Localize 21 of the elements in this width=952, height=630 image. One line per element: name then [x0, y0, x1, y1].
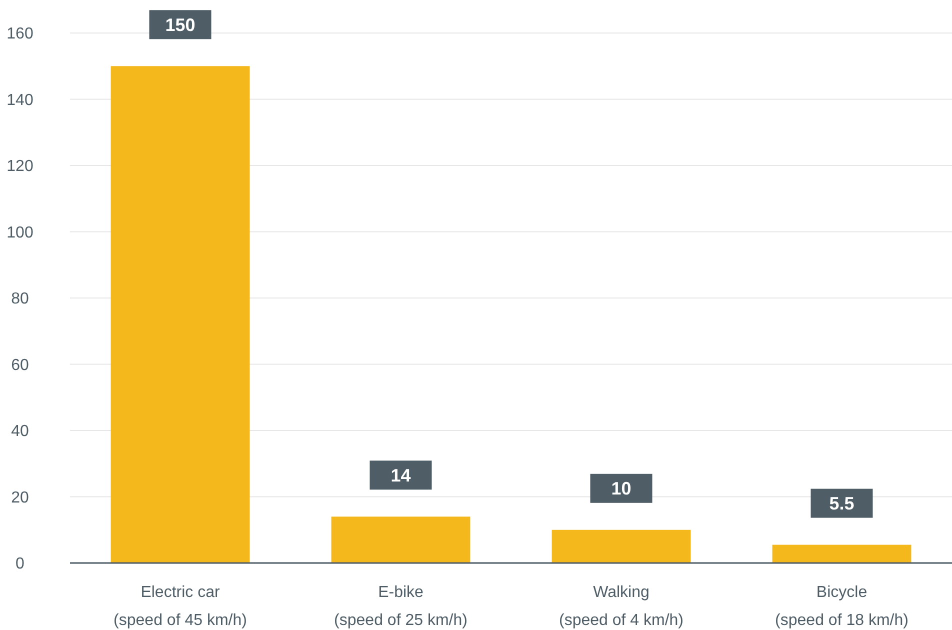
y-tick-label: 120 [6, 158, 34, 176]
bar [110, 66, 250, 563]
x-tick-label: Bicycle (speed of 18 km/h) [775, 584, 908, 629]
data-label: 5.5 [829, 494, 854, 514]
x-tick-label: Walking (speed of 4 km/h) [559, 584, 684, 629]
data-label: 150 [165, 14, 196, 35]
bar [331, 516, 470, 563]
x-tick-label: E-bike (speed of 25 km/h) [334, 584, 468, 629]
y-tick-label: 140 [6, 92, 34, 109]
y-tick-label: 80 [11, 290, 29, 308]
data-label: 14 [390, 465, 411, 486]
y-tick-label: 40 [11, 423, 29, 440]
data-label: 10 [611, 478, 632, 499]
y-tick-label: 100 [6, 224, 34, 242]
x-tick-label: Electric car (speed of 45 km/h) [114, 584, 247, 629]
y-tick-label: 60 [11, 356, 29, 374]
y-tick-label: 0 [16, 556, 25, 573]
y-tick-label: 20 [11, 489, 29, 506]
bar [552, 530, 691, 563]
y-tick-label: 160 [6, 26, 34, 43]
bar [772, 544, 912, 563]
